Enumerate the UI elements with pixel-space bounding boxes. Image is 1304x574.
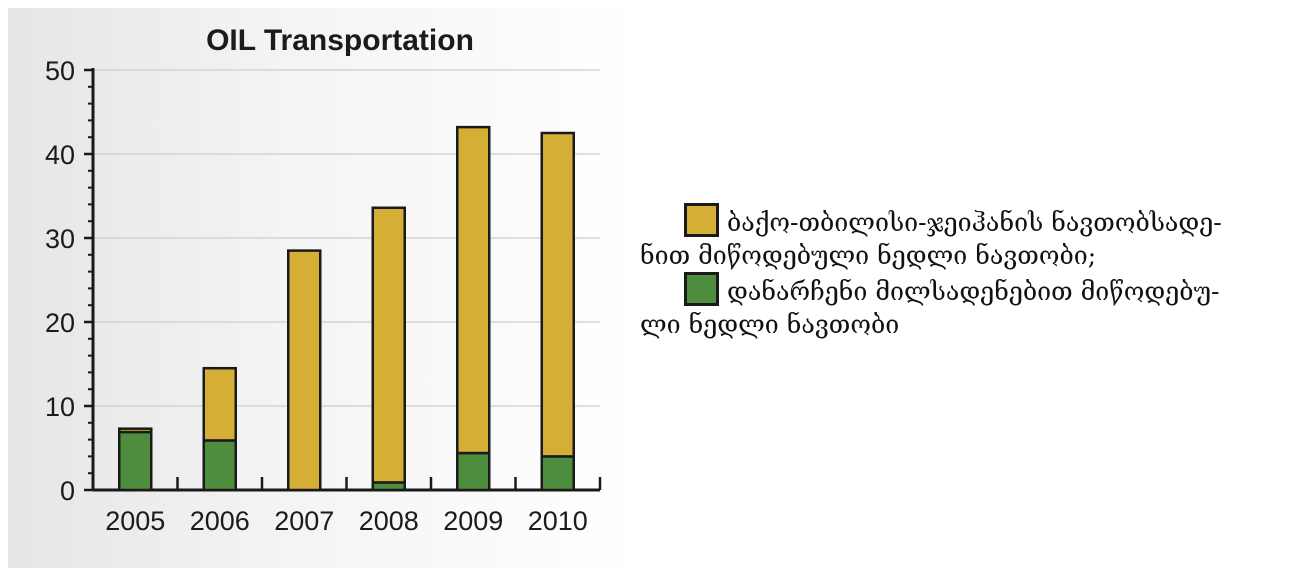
bar-segment-2010-btc: [540, 131, 575, 458]
x-tick-label-2009: 2009: [443, 506, 503, 536]
x-tick-label-2010: 2010: [528, 506, 588, 536]
bar-segment-2005-other: [118, 430, 153, 492]
bar-segment-2006-btc: [202, 366, 237, 442]
y-tick-label: 10: [45, 392, 75, 422]
x-tick-label-2007: 2007: [274, 506, 334, 536]
y-tick-label: 40: [45, 140, 75, 170]
legend-entry-other: დანარჩენი მილსადენებით მიწოდებუ- ლი ნედლ…: [640, 272, 1292, 341]
legend-entry-btc: ბაქო-თბილისი-ჯეიჰანის ნავთობსადე- ნით მი…: [640, 203, 1292, 272]
axes: [84, 68, 602, 492]
bar-segment-2006-other: [202, 439, 237, 492]
legend-swatch-btc: [684, 203, 719, 237]
oil-transportation-chart: OIL Transportation 0 10 20 30 40 50 2005 2006 20…: [45, 24, 602, 536]
bar-segment-2008-btc: [371, 206, 406, 484]
chart-title: OIL Transportation: [206, 24, 474, 57]
legend: ბაქო-თბილისი-ჯეიჰანის ნავთობსადე- ნით მი…: [640, 203, 1292, 341]
x-tick-label-2006: 2006: [190, 506, 250, 536]
y-tick-label: 20: [45, 308, 75, 338]
y-tick-label: 50: [45, 56, 75, 86]
legend-label-other-line2: ლი ნედლი ნავთობი: [640, 310, 900, 339]
y-tick-label: 30: [45, 224, 75, 254]
tick-labels: 0 10 20 30 40 50 2005 2006 2007 2008 2009 2010: [45, 56, 588, 536]
gridlines: [93, 69, 600, 407]
chart-panel: OIL Transportation 0 10 20 30 40 50 2005 2006 20…: [8, 8, 633, 568]
bar-segment-2009-btc: [456, 125, 491, 455]
bar-segment-2005-btc: [118, 427, 153, 434]
x-tick-label-2005: 2005: [105, 506, 165, 536]
x-tick-label-2008: 2008: [359, 506, 419, 536]
legend-swatch-other: [684, 272, 719, 306]
legend-label-btc-line1: ბაქო-თბილისი-ჯეიჰანის ნავთობსადე-: [727, 208, 1222, 237]
legend-label-other-line1: დანარჩენი მილსადენებით მიწოდებუ-: [727, 277, 1220, 306]
bar-segment-2007-btc: [287, 249, 322, 492]
y-tick-label: 0: [60, 476, 75, 506]
bar-segment-2009-other: [456, 451, 491, 492]
legend-label-btc-line2: ნით მიწოდებული ნედლი ნავთობი;: [640, 241, 1097, 270]
bar-segment-2010-other: [540, 455, 575, 492]
bars: [118, 125, 575, 492]
